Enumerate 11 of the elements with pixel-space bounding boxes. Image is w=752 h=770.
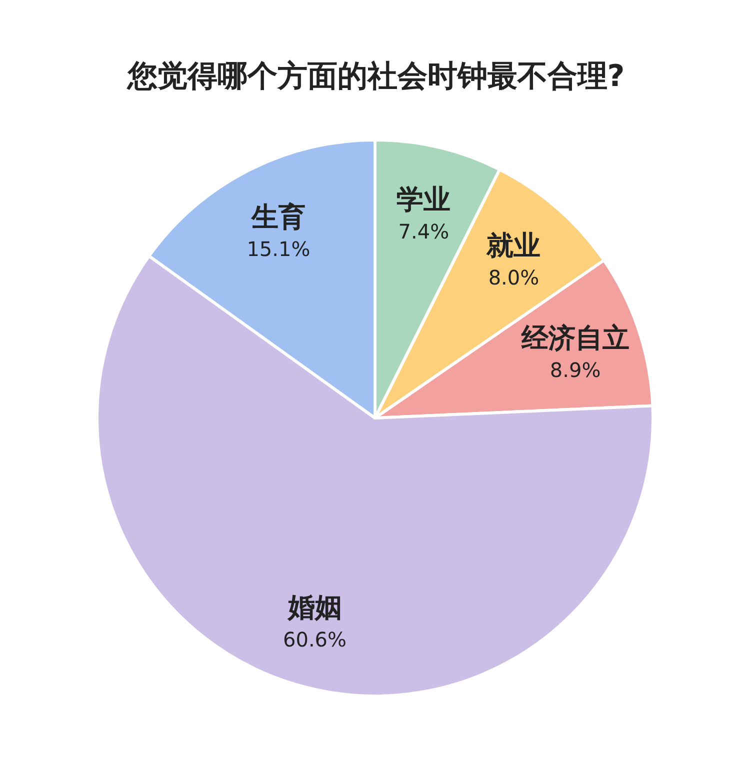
slice-label: 就业 xyxy=(486,230,541,262)
data-label: 8.0% xyxy=(488,266,540,290)
slice-label: 学业 xyxy=(396,184,451,216)
slice-label: 婚姻 xyxy=(286,592,342,624)
data-label: 15.1% xyxy=(246,237,310,262)
data-label: 8.9% xyxy=(550,358,601,382)
data-label: 60.6% xyxy=(283,628,347,652)
chart-title: 您觉得哪个方面的社会时钟最不合理? xyxy=(126,59,625,94)
slice-label: 生育 xyxy=(250,202,306,234)
data-label: 7.4% xyxy=(398,219,450,244)
slice-label: 经济自立 xyxy=(520,322,630,354)
